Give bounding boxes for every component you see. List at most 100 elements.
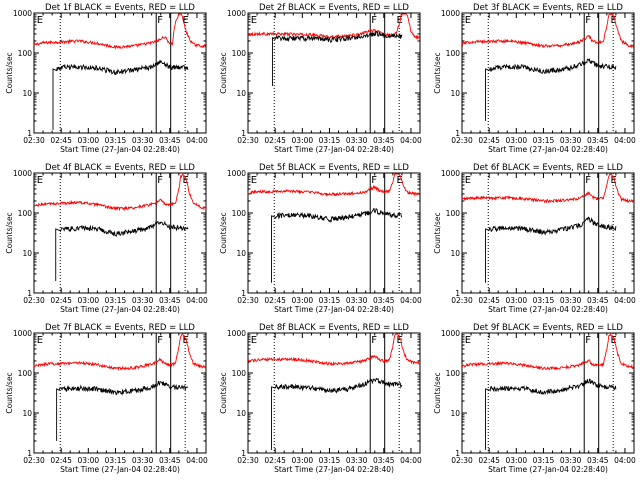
plot-frame (33, 12, 207, 134)
y-tick-label: 1000 (227, 9, 246, 18)
y-tick-label: 1000 (441, 169, 460, 178)
lld-series-line (247, 173, 421, 197)
x-tick-label: 04:00 (186, 296, 208, 305)
y-tick-label: 100 (446, 369, 461, 378)
y-tick-label: 100 (18, 369, 33, 378)
event-marker-label: F (157, 15, 163, 26)
y-tick-label: 100 (232, 49, 247, 58)
x-tick-label: 03:30 (346, 456, 368, 465)
y-tick-label: 1 (27, 129, 32, 138)
x-tick-label: 02:45 (264, 296, 286, 305)
x-tick-label: 03:00 (78, 296, 100, 305)
plot-frame (461, 332, 635, 454)
x-tick-label: 02:30 (23, 456, 45, 465)
y-axis-label: Counts/sec (219, 212, 228, 253)
y-tick-label: 100 (232, 369, 247, 378)
x-tick-label: 03:30 (346, 296, 368, 305)
panel-title: Det 5f BLACK = Events, RED = LLD (259, 163, 409, 173)
events-series-line (271, 30, 403, 86)
x-tick-label: 03:45 (373, 296, 395, 305)
lld-series-line (247, 333, 421, 366)
plot-frame (247, 172, 421, 294)
events-series-line (55, 220, 189, 281)
lld-series-line (33, 333, 207, 372)
y-tick-label: 1 (455, 449, 460, 458)
event-marker-label: E (183, 175, 189, 186)
y-tick-label: 100 (446, 209, 461, 218)
y-tick-label: 1 (241, 449, 246, 458)
events-series-line (485, 378, 617, 450)
y-tick-label: 10 (236, 409, 246, 418)
x-axis-label: Start Time (27-Jan-04 02:28:40) (60, 145, 180, 154)
panel-title: Det 3f BLACK = Events, RED = LLD (473, 3, 623, 13)
x-tick-label: 03:15 (533, 296, 555, 305)
x-tick-label: 04:00 (614, 136, 636, 145)
x-tick-label: 03:15 (533, 456, 555, 465)
x-tick-label: 02:45 (50, 136, 72, 145)
event-marker-label: F (157, 335, 163, 346)
x-tick-label: 02:30 (451, 136, 473, 145)
x-tick-label: 03:00 (292, 136, 314, 145)
x-tick-label: 03:00 (78, 456, 100, 465)
panel-title: Det 8f BLACK = Events, RED = LLD (259, 323, 409, 333)
y-tick-label: 10 (22, 89, 32, 98)
x-tick-label: 03:45 (159, 456, 181, 465)
event-marker-label: F (585, 15, 591, 26)
x-axis-label: Start Time (27-Jan-04 02:28:40) (60, 465, 180, 474)
x-tick-label: 03:00 (506, 136, 528, 145)
y-tick-label: 1000 (441, 9, 460, 18)
x-tick-label: 04:00 (400, 136, 422, 145)
event-marker-label: F (585, 175, 591, 186)
events-series-line (485, 57, 617, 121)
event-marker-label: E (611, 335, 617, 346)
x-tick-label: 03:30 (132, 456, 154, 465)
y-tick-label: 1 (241, 289, 246, 298)
event-marker-label: E (397, 335, 403, 346)
y-tick-label: 100 (232, 209, 247, 218)
x-tick-label: 03:00 (292, 296, 314, 305)
plot-frame (33, 172, 207, 294)
x-tick-label: 03:30 (560, 296, 582, 305)
plot-frame (461, 12, 635, 134)
y-tick-label: 1 (27, 289, 32, 298)
y-tick-label: 1000 (227, 169, 246, 178)
y-tick-label: 10 (450, 89, 460, 98)
event-marker-label: E (251, 175, 257, 186)
x-tick-label: 03:45 (587, 456, 609, 465)
x-tick-label: 02:45 (478, 456, 500, 465)
y-tick-label: 1000 (227, 329, 246, 338)
x-tick-label: 03:30 (132, 296, 154, 305)
y-tick-label: 10 (236, 89, 246, 98)
event-marker-label: E (465, 335, 471, 346)
y-tick-label: 1 (455, 289, 460, 298)
events-series-line (485, 216, 617, 283)
panel-det-5f: Det 5f BLACK = Events, RED = LLD 1 10 100 10… (219, 163, 422, 314)
x-tick-label: 03:30 (346, 136, 368, 145)
y-tick-label: 1 (27, 449, 32, 458)
x-tick-label: 03:00 (506, 296, 528, 305)
x-axis-label: Start Time (27-Jan-04 02:28:40) (488, 305, 608, 314)
y-tick-label: 1000 (13, 9, 32, 18)
panel-det-3f: Det 3f BLACK = Events, RED = LLD 1 10 100 10… (433, 3, 636, 154)
x-tick-label: 03:45 (373, 456, 395, 465)
x-tick-label: 03:30 (560, 456, 582, 465)
event-marker-label: E (183, 335, 189, 346)
y-tick-label: 100 (446, 49, 461, 58)
panel-title: Det 9f BLACK = Events, RED = LLD (473, 323, 623, 333)
events-series-line (271, 377, 403, 450)
y-tick-label: 1000 (13, 169, 32, 178)
event-marker-label: E (37, 175, 43, 186)
y-tick-label: 10 (22, 249, 32, 258)
x-tick-label: 03:15 (319, 296, 341, 305)
event-marker-label: F (371, 15, 377, 26)
event-marker-label: E (37, 15, 43, 26)
panel-det-8f: Det 8f BLACK = Events, RED = LLD 1 10 100 10… (219, 323, 422, 474)
x-tick-label: 03:15 (105, 456, 127, 465)
x-tick-label: 02:30 (451, 456, 473, 465)
lld-series-line (461, 13, 635, 49)
y-tick-label: 1 (241, 129, 246, 138)
plot-frame (247, 12, 421, 134)
x-tick-label: 03:30 (560, 136, 582, 145)
y-axis-label: Counts/sec (433, 372, 442, 413)
